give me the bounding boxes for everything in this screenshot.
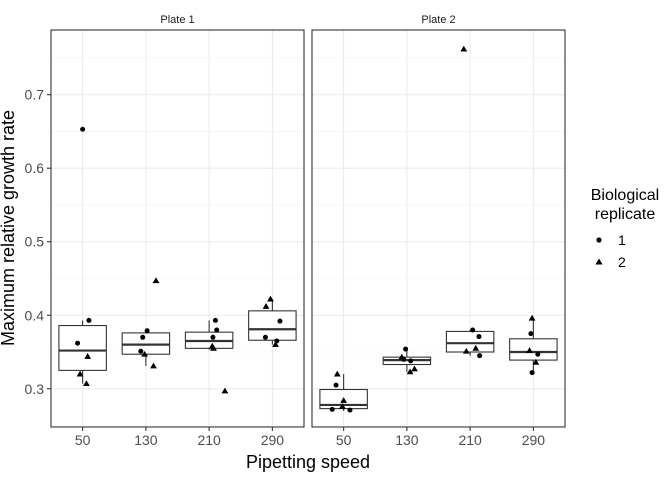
point-replicate-2	[338, 403, 346, 409]
box-210	[445, 329, 495, 356]
box-50	[58, 320, 107, 384]
y-tick-label: 0.3	[25, 381, 45, 397]
point-replicate-2	[532, 358, 540, 365]
point-replicate-2	[221, 387, 229, 394]
x-tick-label: 290	[261, 432, 285, 448]
legend-title-line-2: replicate	[595, 206, 656, 223]
box-body	[121, 332, 171, 355]
point-replicate-2	[76, 370, 84, 377]
point-replicate-2	[472, 344, 480, 351]
facet-strip	[312, 8, 565, 30]
point-replicate-1	[210, 334, 216, 340]
point-replicate-2	[340, 397, 348, 403]
point-replicate-1	[529, 370, 535, 376]
y-tick-label: 0.7	[25, 87, 45, 103]
x-tick-label: 210	[197, 432, 221, 448]
point-replicate-1	[477, 353, 483, 359]
panel-background	[312, 30, 565, 427]
point-replicate-2	[150, 362, 157, 369]
x-tick-label: 290	[522, 432, 546, 448]
point-replicate-1	[476, 334, 482, 340]
y-tick-label: 0.4	[25, 307, 45, 323]
point-replicate-2	[208, 342, 216, 349]
point-replicate-2	[272, 341, 279, 348]
point-replicate-2	[267, 295, 274, 302]
point-replicate-1	[408, 358, 414, 364]
point-replicate-1	[138, 348, 144, 354]
facet-panel-2: Plate 2 50 130 210 290	[311, 8, 566, 448]
point-replicate-1	[86, 317, 92, 323]
point-replicate-1	[214, 327, 220, 333]
point-replicate-1	[212, 317, 218, 323]
point-replicate-1	[403, 346, 409, 352]
legend-label-2: 2	[618, 254, 626, 270]
point-replicate-2	[406, 368, 414, 375]
legend-title-line-1: Biological	[591, 187, 659, 204]
x-tick-label: 130	[395, 432, 419, 448]
point-replicate-2	[528, 314, 536, 321]
box-body	[248, 310, 297, 341]
legend-label-1: 1	[618, 232, 626, 248]
facet-strip-label: Plate 1	[160, 14, 194, 26]
point-replicate-2	[141, 350, 149, 357]
point-replicate-1	[75, 340, 81, 346]
box-290	[248, 299, 297, 345]
point-replicate-2	[84, 353, 92, 359]
x-tick-label: 50	[336, 432, 352, 448]
point-replicate-1	[140, 334, 146, 340]
box-290	[509, 318, 558, 373]
x-tick-label: 130	[134, 432, 158, 448]
point-replicate-2	[262, 303, 270, 309]
point-replicate-1	[329, 406, 335, 412]
facet-panels: Plate 1 50 130 210 290 Plate 2 50 130 210 290	[50, 8, 566, 448]
legend: Biological replicate 1 2	[591, 187, 659, 270]
box-body	[58, 324, 107, 371]
point-replicate-2	[333, 370, 341, 377]
legend-key-triangle	[595, 258, 603, 265]
point-replicate-1	[333, 382, 339, 388]
point-replicate-1	[144, 328, 150, 334]
point-replicate-1	[528, 331, 534, 337]
box-130	[121, 330, 171, 366]
point-replicate-1	[470, 327, 476, 333]
point-replicate-1	[262, 334, 268, 340]
panel-border	[311, 29, 566, 428]
y-axis-title: Maximum relative growth rate	[0, 110, 18, 346]
point-replicate-1	[277, 318, 283, 324]
facet-strip-label: Plate 2	[421, 14, 455, 26]
point-replicate-2	[411, 365, 418, 372]
x-tick-label: 210	[458, 432, 482, 448]
x-tick-label: 50	[75, 432, 91, 448]
point-replicate-2	[398, 353, 406, 360]
box-body	[509, 338, 558, 361]
point-replicate-2	[83, 380, 90, 387]
point-replicate-1	[535, 351, 541, 357]
box-body	[445, 330, 495, 353]
point-replicate-1	[80, 126, 86, 132]
panel-border	[50, 29, 305, 428]
x-axis-title: Pipetting speed	[246, 452, 370, 472]
legend-key-circle	[596, 237, 602, 243]
y-tick-label: 0.6	[25, 160, 45, 176]
y-axis: 0.3 0.4 0.5 0.6 0.7	[25, 87, 51, 397]
point-replicate-1	[347, 407, 353, 413]
point-replicate-2	[462, 347, 470, 354]
point-replicate-2	[526, 347, 533, 353]
facet-strip	[51, 8, 304, 30]
y-tick-label: 0.5	[25, 234, 45, 250]
point-replicate-2	[152, 277, 160, 284]
facet-panel-1: Plate 1 50 130 210 290	[50, 8, 305, 448]
point-replicate-2	[460, 45, 468, 52]
